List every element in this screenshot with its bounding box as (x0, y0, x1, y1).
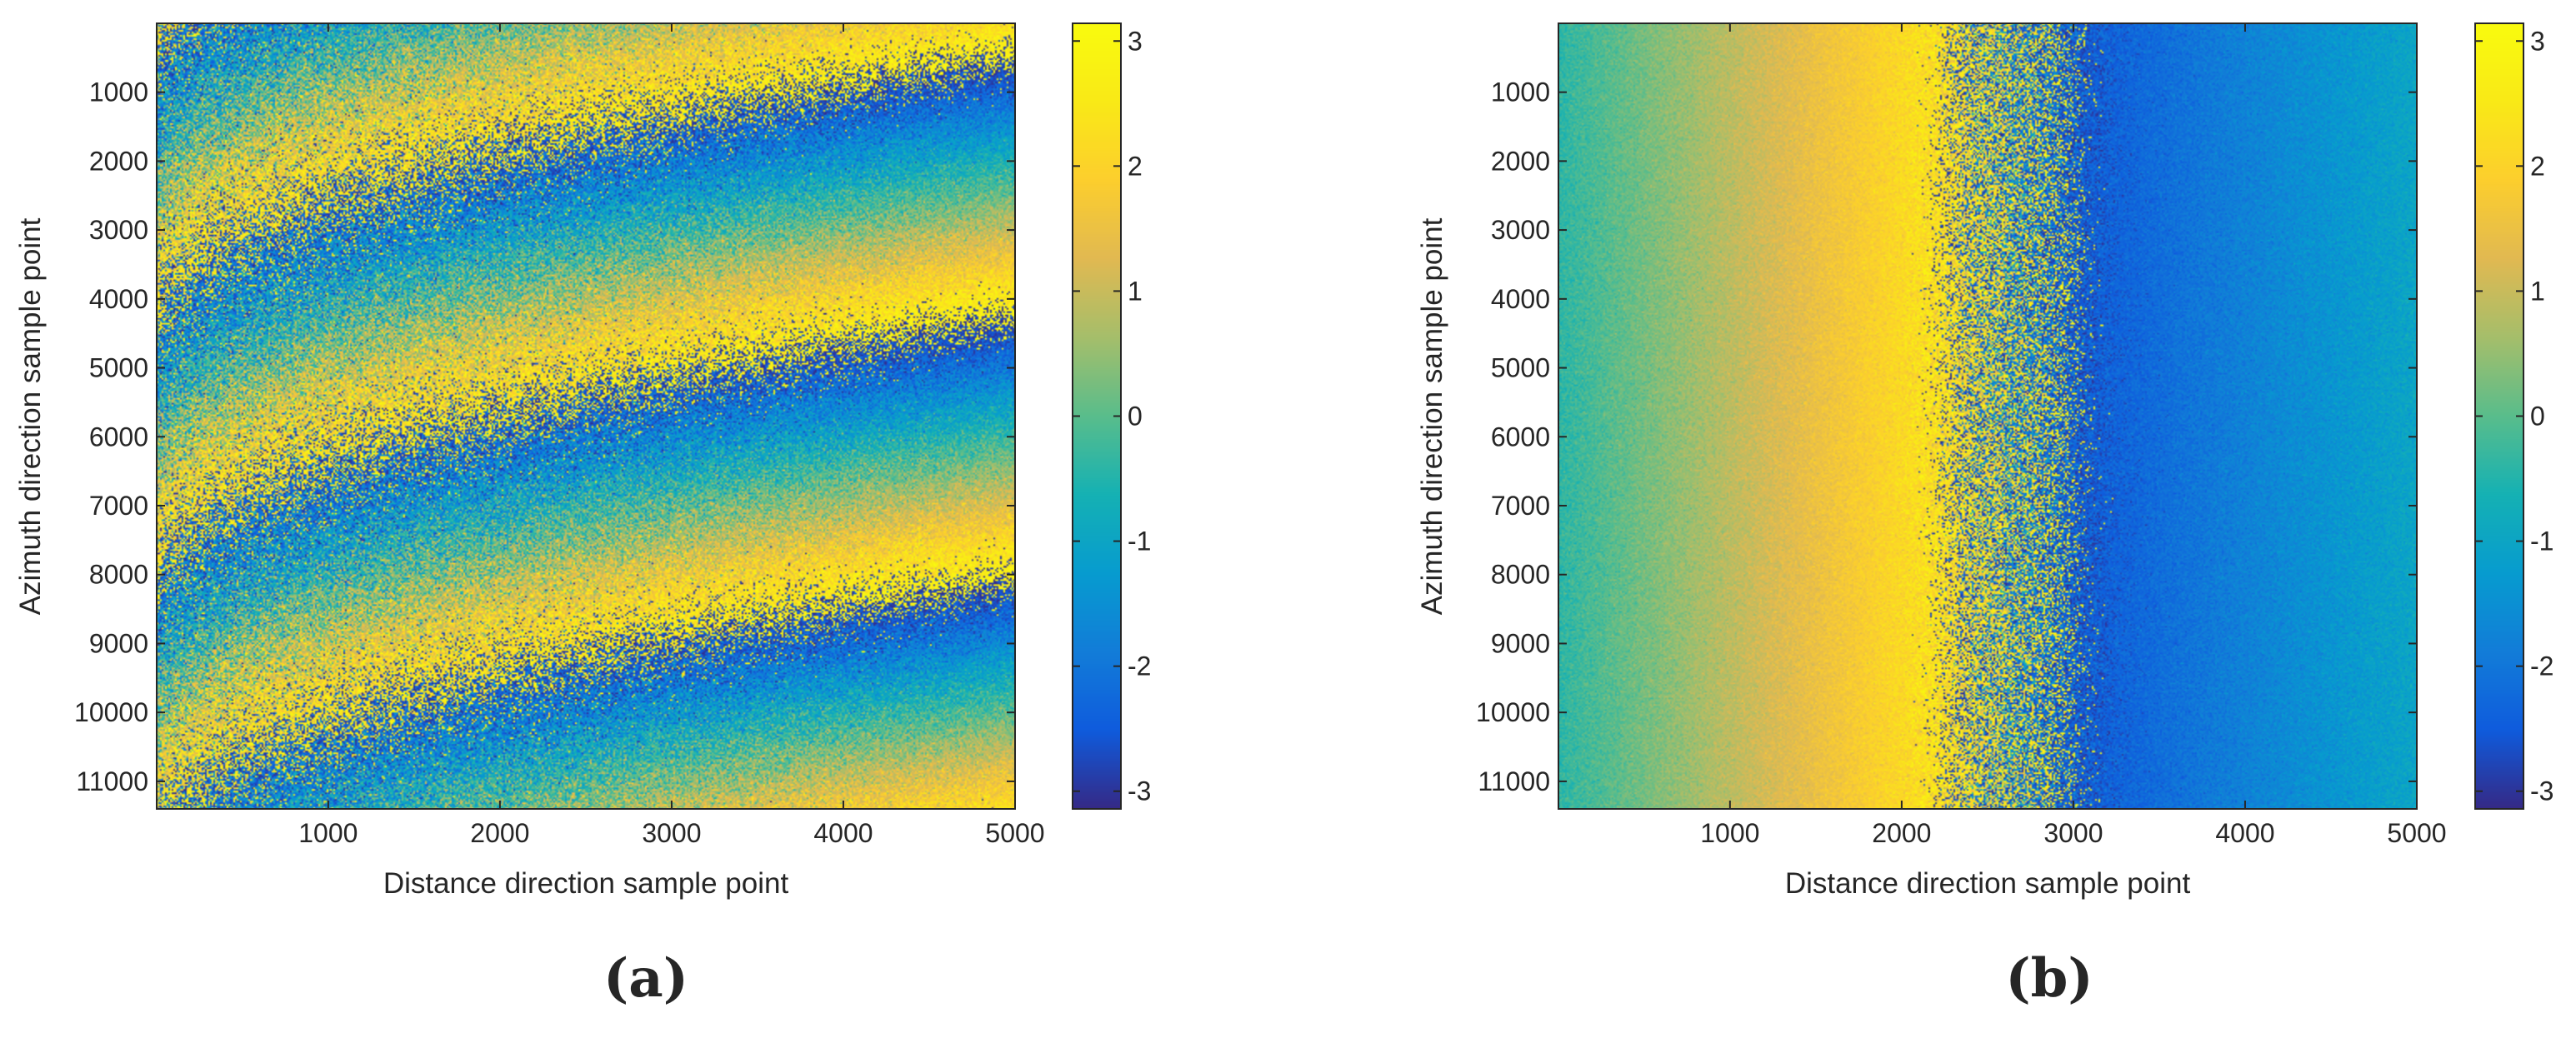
colorbar-tick-label: 1 (2530, 276, 2545, 306)
y-tick-label: 3000 (89, 215, 148, 245)
x-axis-ticks-a: 1000 2000 3000 4000 5000 (298, 23, 1045, 848)
y-tick-label: 8000 (1491, 560, 1550, 590)
y-axis-ticks-b: 1000 2000 3000 4000 5000 6000 7000 8000 9000 1000… (1476, 77, 2417, 796)
colorbar-tick-label: 2 (1128, 151, 1143, 181)
colorbar-tick-label: -1 (2530, 526, 2553, 556)
y-tick-label: 1000 (89, 77, 148, 107)
x-tick-label: 5000 (985, 818, 1044, 848)
x-tick-label: 1000 (298, 818, 358, 848)
y-tick-label: 5000 (1491, 353, 1550, 383)
y-tick-label: 1000 (1491, 77, 1550, 107)
colorbar-tick-label: 0 (1128, 402, 1143, 432)
plot-frame-a (156, 22, 1016, 810)
colorbar-ticks-b: 3 2 1 0 -1 -2 -3 (2475, 26, 2553, 806)
x-tick-label: 4000 (2215, 818, 2274, 848)
x-tick-label: 2000 (1872, 818, 1931, 848)
y-tick-label: 11000 (76, 766, 148, 796)
x-axis-label-b: Distance direction sample point (1785, 867, 2191, 900)
colorbar-b (2475, 23, 2523, 809)
colorbar-tick-label: 2 (2530, 151, 2545, 181)
x-axis-ticks-b: 1000 2000 3000 4000 5000 (1700, 23, 2447, 848)
colorbar-ticks-a: 3 2 1 0 -1 -2 -3 (1073, 26, 1151, 806)
y-axis-label-a: Azimuth direction sample point (14, 217, 47, 615)
phase-map-a (157, 23, 1015, 809)
x-tick-label: 1000 (1700, 818, 1759, 848)
x-axis-label-a: Distance direction sample point (383, 867, 789, 900)
panel-b: 1000 2000 3000 4000 5000 1000 2000 3000 4000 500… (1416, 22, 2553, 1010)
y-tick-label: 10000 (1476, 697, 1550, 727)
x-tick-label: 5000 (2387, 818, 2446, 848)
phase-map-b (1558, 23, 2417, 809)
colorbar-tick-label: 3 (2530, 26, 2545, 56)
x-tick-label: 4000 (813, 818, 873, 848)
y-tick-label: 10000 (74, 697, 148, 727)
panel-a: 1000 2000 3000 4000 5000 1000 2000 3000 4000 500… (14, 22, 1151, 1010)
y-tick-label: 11000 (1478, 766, 1550, 796)
y-tick-label: 4000 (1491, 284, 1550, 314)
colorbar-tick-label: 3 (1128, 26, 1143, 56)
y-tick-label: 7000 (89, 491, 148, 521)
y-tick-label: 9000 (1491, 628, 1550, 658)
y-axis-label-b: Azimuth direction sample point (1416, 217, 1448, 615)
x-tick-label: 2000 (470, 818, 529, 848)
colorbar-a (1073, 23, 1121, 809)
y-tick-label: 7000 (1491, 491, 1550, 521)
y-tick-label: 5000 (89, 353, 148, 383)
colorbar-tick-label: 0 (2530, 402, 2545, 432)
colorbar-tick-label: -2 (1128, 651, 1151, 681)
panel-label-b: (b) (2005, 947, 2093, 1010)
colorbar-tick-label: 1 (1128, 276, 1143, 306)
panel-label-a: (a) (603, 947, 688, 1010)
y-tick-label: 9000 (89, 628, 148, 658)
y-tick-label: 2000 (1491, 146, 1550, 176)
colorbar-tick-label: -2 (2530, 651, 2553, 681)
colorbar-tick-label: -3 (2530, 776, 2553, 806)
y-tick-label: 2000 (89, 146, 148, 176)
plot-frame-b (1558, 22, 2418, 810)
x-tick-label: 3000 (2043, 818, 2103, 848)
y-axis-ticks-a: 1000 2000 3000 4000 5000 6000 7000 8000 9000 1000… (74, 77, 1015, 796)
colorbar-tick-label: -1 (1128, 526, 1151, 556)
y-tick-label: 8000 (89, 560, 148, 590)
y-tick-label: 4000 (89, 284, 148, 314)
y-tick-label: 6000 (1491, 422, 1550, 452)
y-tick-label: 6000 (89, 422, 148, 452)
colorbar-tick-label: -3 (1128, 776, 1151, 806)
x-tick-label: 3000 (642, 818, 701, 848)
y-tick-label: 3000 (1491, 215, 1550, 245)
